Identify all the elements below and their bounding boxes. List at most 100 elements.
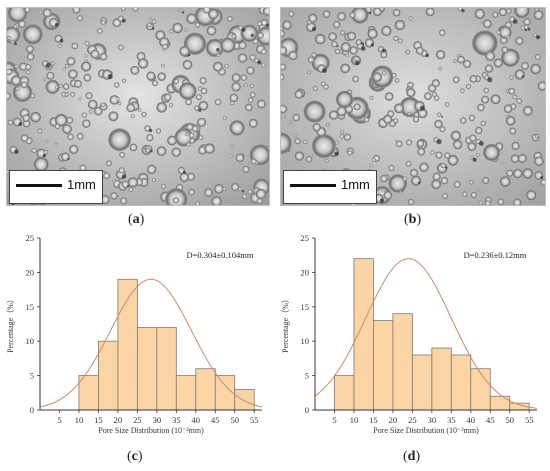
pore <box>452 76 460 84</box>
pore <box>302 139 308 145</box>
dark-pore <box>478 141 484 146</box>
pore <box>281 46 288 56</box>
pore <box>30 93 36 99</box>
dark-pore <box>370 43 374 47</box>
chart-d-x-tick-label: 25 <box>408 415 417 425</box>
pore <box>108 111 119 122</box>
pore <box>409 168 419 177</box>
dark-pore <box>42 153 46 157</box>
pore <box>417 147 426 156</box>
pore <box>249 54 257 61</box>
pore <box>186 142 191 147</box>
pore <box>517 153 527 164</box>
pore <box>336 106 347 117</box>
dark-pore <box>472 157 477 162</box>
chart-c-x-tick-label: 10 <box>75 415 84 425</box>
pore <box>462 59 472 69</box>
pore <box>197 86 203 91</box>
pore <box>68 69 78 80</box>
pore <box>490 94 501 105</box>
dark-pore <box>334 151 339 156</box>
pore <box>118 167 125 174</box>
pore <box>90 49 100 59</box>
scale-line-b <box>290 184 336 187</box>
pore <box>87 99 98 110</box>
pore <box>99 52 108 61</box>
dark-pore <box>241 190 245 193</box>
pore <box>337 11 347 21</box>
pore <box>308 13 318 23</box>
pore <box>281 132 292 154</box>
pore <box>493 58 503 68</box>
dark-pore <box>436 139 442 145</box>
pore <box>72 8 81 14</box>
pore <box>151 178 156 182</box>
pore <box>294 151 305 161</box>
panel-label-d-close: ) <box>415 449 421 464</box>
pore <box>372 72 383 82</box>
pore <box>467 142 477 152</box>
chart-c-x-tick-label: 20 <box>114 415 123 425</box>
pore <box>231 73 241 83</box>
pore <box>197 117 207 127</box>
pore <box>162 43 168 50</box>
pore <box>465 83 472 90</box>
pore <box>255 188 267 200</box>
pore <box>110 192 118 200</box>
panel-label-a-letter: a <box>132 212 140 227</box>
histogram-d: 5 10 15 20 25 30 35 40 45 50 55 0 5 10 15 20 25 Percentag… <box>281 233 538 435</box>
dark-pore <box>360 46 366 51</box>
pore <box>367 28 378 39</box>
pore <box>311 133 336 159</box>
pore <box>305 156 313 163</box>
pore <box>200 87 208 95</box>
pore <box>534 156 544 167</box>
pore <box>160 183 166 189</box>
pore <box>435 49 446 60</box>
pore <box>173 78 179 85</box>
pore <box>369 164 373 168</box>
panel-label-b: (b) <box>404 212 421 228</box>
pore <box>137 58 149 69</box>
pore <box>78 97 82 101</box>
chart-c-y-tick-label: 0 <box>30 405 34 415</box>
pore <box>510 154 520 164</box>
panel-label-b-open: ( <box>404 212 409 227</box>
panel-label-a: (a) <box>128 212 144 228</box>
pore <box>172 197 180 204</box>
pore <box>335 90 354 109</box>
pore <box>96 27 103 34</box>
pore <box>540 178 545 186</box>
pore <box>199 77 207 85</box>
pore <box>116 97 120 101</box>
pore <box>440 162 446 169</box>
chart-d-x-tick-label: 15 <box>369 415 378 425</box>
pore <box>152 80 159 87</box>
dark-pore <box>181 11 185 14</box>
pore <box>314 33 326 45</box>
pore <box>156 102 168 113</box>
pore <box>459 117 467 124</box>
dark-pore <box>121 18 126 23</box>
pore <box>172 22 184 34</box>
pore <box>30 111 41 123</box>
pore <box>84 54 88 58</box>
pore <box>405 160 412 167</box>
pore <box>513 198 522 205</box>
pore <box>25 69 31 75</box>
pore <box>256 198 263 204</box>
pore <box>55 85 59 90</box>
pore <box>410 175 422 186</box>
chart-d-x-tick-label: 30 <box>428 415 437 425</box>
pore <box>506 169 514 177</box>
pore <box>469 180 474 185</box>
chart-d-x-tick-label: 5 <box>332 415 336 425</box>
chart-d-bar-0 <box>334 375 355 411</box>
pore <box>325 159 329 163</box>
pore <box>229 120 245 136</box>
pore <box>432 172 441 181</box>
scale-bar-b: 1mm <box>283 170 377 204</box>
pore <box>204 143 215 155</box>
pore <box>214 98 222 106</box>
pore <box>145 147 151 153</box>
